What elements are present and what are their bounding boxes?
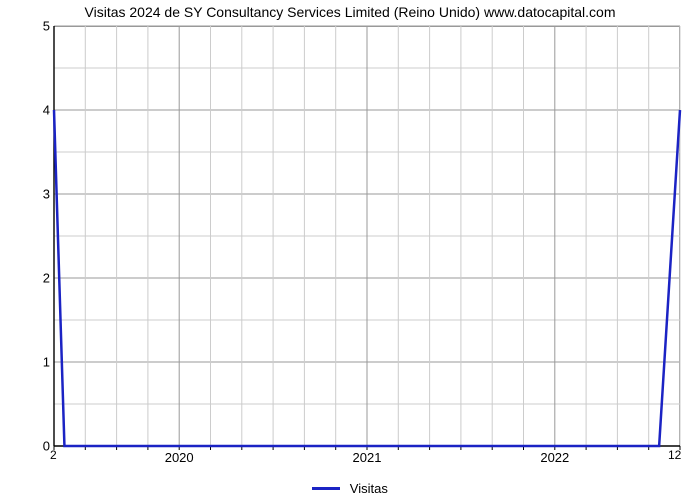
legend: Visitas [0, 480, 700, 496]
chart-svg [54, 26, 680, 446]
x-tick-label: 2021 [353, 450, 382, 465]
chart-container: Visitas 2024 de SY Consultancy Services … [0, 0, 700, 500]
x-tick-label: 2022 [540, 450, 569, 465]
chart-title: Visitas 2024 de SY Consultancy Services … [0, 4, 700, 20]
y-tick-label: 3 [10, 187, 50, 202]
y-tick-label: 5 [10, 19, 50, 34]
legend-label: Visitas [350, 481, 388, 496]
y-tick-label: 4 [10, 103, 50, 118]
x-axis-left-end-label: 2 [50, 448, 57, 462]
y-tick-label: 1 [10, 355, 50, 370]
y-tick-label: 2 [10, 271, 50, 286]
y-tick-label: 0 [10, 439, 50, 454]
x-axis-right-end-label: 12 [668, 448, 681, 462]
grid-lines [54, 26, 680, 446]
legend-swatch [312, 487, 340, 490]
x-tick-label: 2020 [165, 450, 194, 465]
